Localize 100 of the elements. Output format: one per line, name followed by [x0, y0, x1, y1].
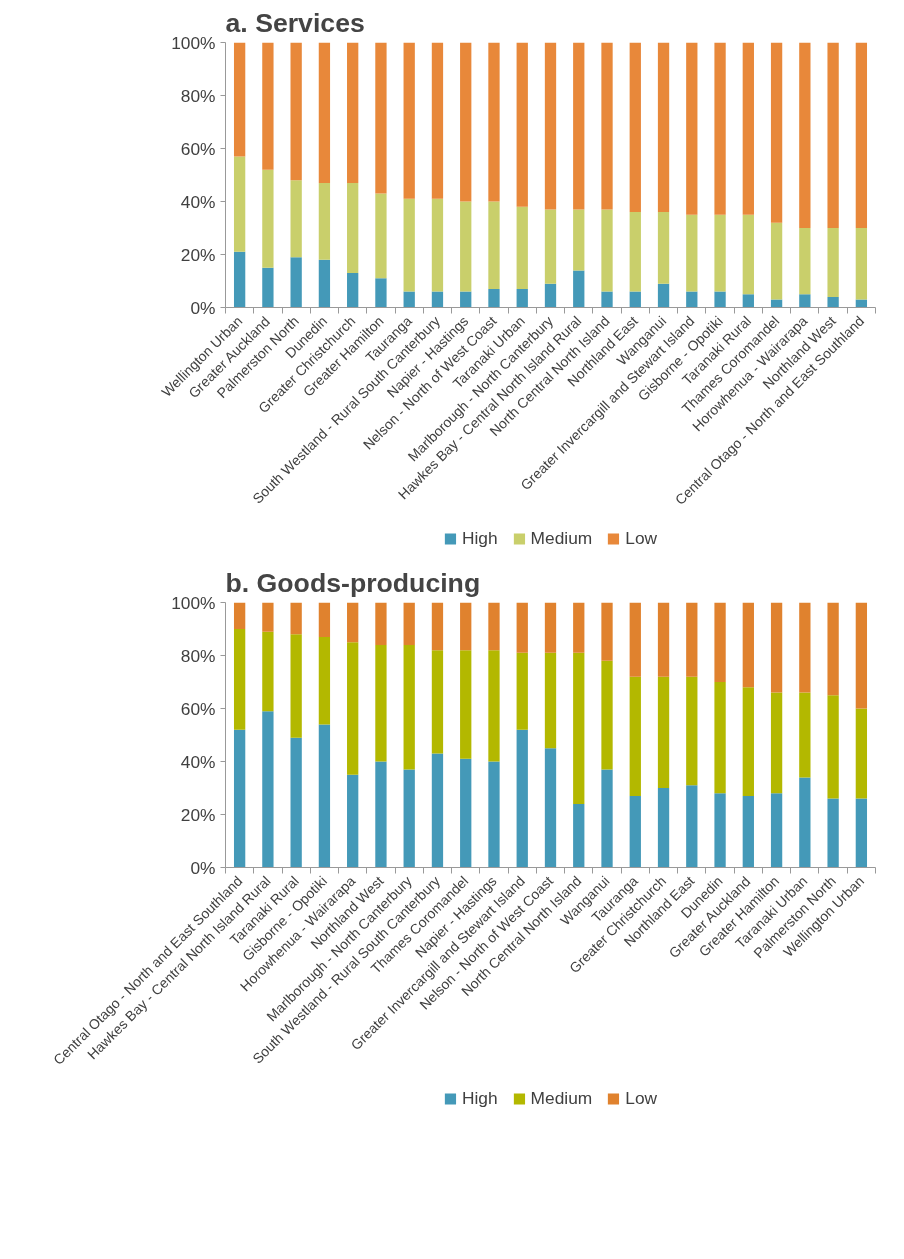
- bar: [827, 798, 839, 868]
- bar: [318, 42, 331, 183]
- bar: [460, 42, 472, 202]
- bar: [799, 692, 811, 778]
- bar: [686, 785, 698, 868]
- bar: [714, 793, 726, 868]
- bar: [601, 602, 613, 661]
- bar: [770, 692, 783, 794]
- legend-label: Medium: [530, 1087, 593, 1109]
- bar: [431, 753, 444, 868]
- bar: [544, 748, 557, 868]
- bar: [403, 602, 415, 645]
- bar: [290, 737, 302, 868]
- bar: [290, 634, 302, 738]
- legend-label: High: [461, 1087, 498, 1109]
- bar: [573, 270, 585, 308]
- bar: [573, 602, 585, 653]
- bar: [347, 602, 359, 643]
- bar: [573, 803, 585, 868]
- bar: [375, 761, 387, 868]
- bar: [686, 602, 698, 677]
- bar: [855, 42, 868, 228]
- bar: [318, 602, 331, 637]
- y-tick-label: 80%: [180, 645, 216, 666]
- bar: [629, 291, 641, 308]
- bar: [375, 278, 387, 308]
- bar: [629, 602, 641, 677]
- bar: [601, 209, 613, 292]
- bar: [799, 42, 811, 228]
- bar: [431, 291, 444, 308]
- bar: [827, 296, 839, 308]
- bar: [347, 42, 359, 183]
- bar: [262, 42, 274, 170]
- bar: [742, 42, 754, 215]
- bar: [799, 294, 811, 308]
- bar: [233, 602, 246, 629]
- bar: [488, 602, 500, 651]
- bar: [714, 214, 726, 292]
- bar: [686, 291, 698, 308]
- bar: [375, 602, 387, 645]
- legend-label: Medium: [530, 527, 593, 549]
- bar: [262, 267, 274, 308]
- bar: [403, 42, 415, 199]
- bar: [516, 729, 528, 868]
- bar: [770, 42, 783, 223]
- bar: [403, 769, 415, 868]
- bar: [657, 42, 670, 213]
- y-tick-label: 60%: [180, 138, 216, 159]
- bar: [431, 602, 444, 651]
- bar: [290, 257, 302, 308]
- bar: [714, 42, 726, 215]
- bar: [431, 198, 444, 292]
- bar: [657, 212, 670, 284]
- bar: [742, 602, 754, 688]
- bar: [827, 695, 839, 799]
- bar: [686, 42, 698, 215]
- bar: [601, 660, 613, 770]
- bar: [262, 602, 274, 632]
- bar: [855, 798, 868, 868]
- bar: [488, 650, 500, 762]
- bar: [403, 644, 415, 770]
- bar: [799, 777, 811, 868]
- bar: [516, 288, 528, 308]
- bar: [629, 212, 641, 292]
- bar: [573, 209, 585, 271]
- bar: [516, 206, 528, 289]
- bar: [855, 228, 868, 300]
- bar: [233, 729, 246, 868]
- bar: [799, 228, 811, 295]
- bar: [827, 42, 839, 228]
- bar: [290, 180, 302, 258]
- bar: [318, 259, 331, 308]
- bar: [686, 214, 698, 292]
- bar: [629, 676, 641, 796]
- bar: [742, 795, 754, 868]
- bar: [629, 42, 641, 213]
- bar: [544, 602, 557, 653]
- bar: [318, 724, 331, 868]
- y-tick-label: 0%: [190, 857, 216, 878]
- bar: [488, 201, 500, 289]
- bar: [431, 42, 444, 199]
- bar: [516, 42, 528, 207]
- bar: [516, 602, 528, 653]
- bar: [262, 711, 274, 868]
- chart-title: a. Services: [225, 7, 365, 38]
- bar: [347, 273, 359, 308]
- y-tick-label: 60%: [180, 698, 216, 719]
- bar: [855, 708, 868, 799]
- bar: [318, 182, 331, 260]
- bar: [770, 793, 783, 868]
- bar: [431, 650, 444, 754]
- bar: [403, 198, 415, 292]
- bar: [714, 682, 726, 794]
- bar: [318, 636, 331, 725]
- bar: [262, 631, 274, 712]
- y-tick-label: 100%: [171, 32, 216, 53]
- bar: [290, 602, 302, 635]
- legend-label: High: [461, 527, 498, 549]
- bar: [742, 687, 754, 796]
- bar: [375, 42, 387, 194]
